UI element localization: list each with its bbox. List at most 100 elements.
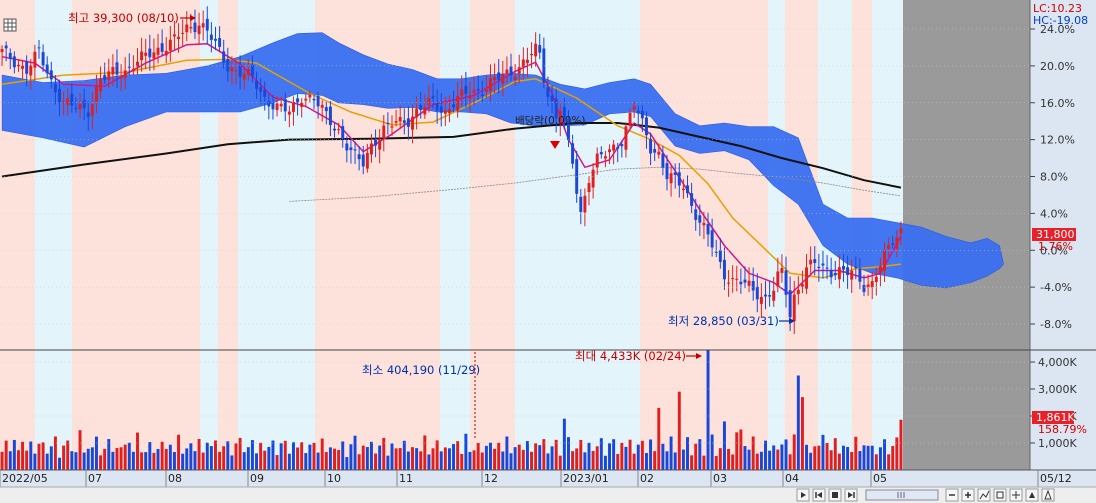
- volume-bar: [37, 443, 41, 470]
- volume-bar: [66, 440, 70, 470]
- volume-bar: [49, 446, 53, 470]
- zoom-out-icon[interactable]: [945, 488, 959, 502]
- volume-tick-label: 4,000K: [1038, 356, 1077, 369]
- candle-body: [484, 89, 488, 92]
- candle-body: [825, 267, 829, 269]
- candle-body: [534, 43, 538, 57]
- volume-bar: [751, 436, 755, 470]
- scroll-thumb[interactable]: [865, 489, 939, 501]
- candle-body: [690, 193, 694, 206]
- candle-body: [686, 185, 689, 194]
- candle-body: [53, 83, 57, 93]
- volume-bar: [690, 455, 694, 470]
- candle-body: [850, 270, 854, 280]
- volume-bar: [242, 452, 246, 470]
- candle-body: [603, 156, 607, 159]
- candle-body: [636, 110, 640, 114]
- volume-bar: [768, 450, 772, 470]
- volume-bar: [136, 432, 139, 470]
- candle-body: [382, 125, 386, 138]
- candle-body: [587, 183, 591, 192]
- candle-body: [365, 152, 369, 169]
- candle-body: [558, 110, 562, 124]
- candle-body: [411, 116, 414, 130]
- volume-bar: [320, 438, 324, 470]
- volume-bar: [435, 440, 439, 470]
- volume-bar: [123, 444, 127, 470]
- volume-bar: [394, 448, 398, 470]
- last-button-icon[interactable]: [844, 488, 858, 502]
- first-button-icon[interactable]: [812, 488, 826, 502]
- volume-bar: [817, 445, 821, 470]
- candle-body: [521, 59, 525, 67]
- candle-body: [168, 39, 172, 51]
- scroll-up-icon[interactable]: [1025, 488, 1039, 502]
- volume-bar: [341, 441, 345, 470]
- price-tick-label: 0.0%: [1040, 244, 1068, 257]
- volume-bar: [94, 436, 98, 470]
- candle-body: [119, 77, 123, 79]
- volume-bar: [431, 448, 435, 470]
- candle-body: [86, 112, 90, 118]
- candle-body: [328, 106, 332, 126]
- volume-bar: [0, 451, 4, 470]
- volume-bar: [283, 440, 287, 470]
- candle-body: [386, 122, 390, 124]
- chart-type-icon[interactable]: [977, 488, 991, 502]
- zoom-in-icon[interactable]: [961, 488, 975, 502]
- volume-bar: [489, 442, 492, 470]
- volume-bar: [460, 453, 464, 470]
- volume-bar: [530, 451, 534, 470]
- candle-body: [677, 172, 681, 186]
- ma-black-line: [1, 122, 902, 189]
- volume-bar: [550, 446, 554, 470]
- candle-body: [70, 93, 74, 106]
- candle-body: [263, 89, 267, 97]
- candle-body: [201, 23, 205, 28]
- volume-bar: [497, 442, 501, 470]
- candle-body: [33, 51, 37, 68]
- candle-body: [94, 86, 98, 102]
- candle-body: [345, 143, 349, 151]
- candle-body: [242, 73, 246, 80]
- volume-bar: [632, 453, 636, 470]
- volume-bar: [542, 439, 546, 470]
- volume-bar: [90, 447, 94, 470]
- candle-body: [4, 45, 8, 49]
- candle-body: [230, 67, 234, 72]
- scroll-right-button[interactable]: [796, 488, 810, 502]
- chart-settings-icon[interactable]: [3, 18, 17, 32]
- volume-bar: [382, 437, 386, 470]
- stop-button-icon[interactable]: [828, 488, 842, 502]
- candle-body: [320, 104, 324, 108]
- layout-icon[interactable]: [993, 488, 1007, 502]
- candle-body: [181, 32, 185, 34]
- candle-body: [542, 48, 546, 83]
- price-tick-label: 4.0%: [1040, 207, 1068, 220]
- crosshair-icon[interactable]: [1009, 488, 1023, 502]
- volume-bar: [222, 446, 226, 470]
- volume-bar: [58, 457, 61, 470]
- candle-body: [640, 110, 644, 119]
- candle-body: [772, 290, 776, 301]
- high-annotation: 최고 39,300 (08/10): [68, 11, 179, 25]
- candle-body: [185, 24, 189, 33]
- candle-body: [82, 99, 86, 109]
- x-axis-panel: [0, 470, 1096, 487]
- candle-body: [616, 147, 620, 149]
- candle-body: [813, 259, 817, 264]
- candle-body: [296, 98, 300, 103]
- volume-bar: [562, 418, 566, 470]
- volume-bar: [456, 441, 460, 470]
- candle-body: [599, 152, 603, 155]
- price-tick-label: 12.0%: [1040, 134, 1075, 147]
- volume-bar: [45, 453, 49, 470]
- text-tool-icon[interactable]: [1041, 488, 1055, 502]
- volume-bar: [8, 451, 12, 470]
- x-tick-label: 09: [250, 472, 264, 485]
- volume-bar: [583, 452, 587, 470]
- volume-bar: [731, 454, 735, 470]
- volume-bar: [443, 447, 447, 470]
- volume-bar: [513, 447, 517, 470]
